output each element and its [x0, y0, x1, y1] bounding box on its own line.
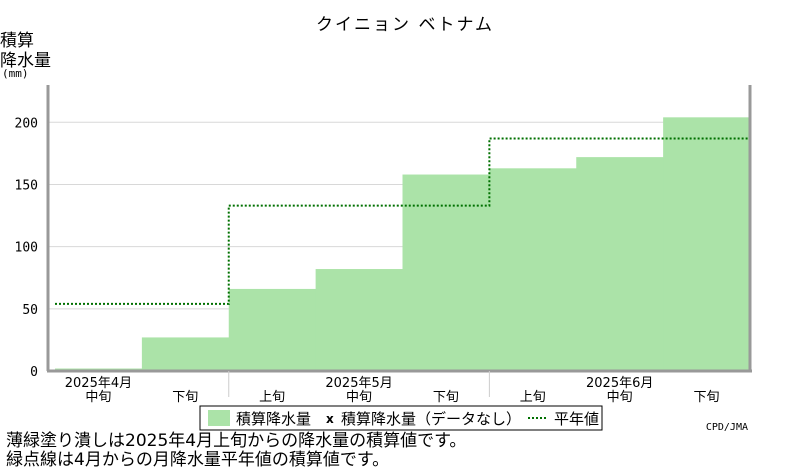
x-category-label: 上旬: [520, 390, 546, 405]
x-category-label: 中旬: [346, 390, 372, 405]
y-tick-label: 50: [22, 303, 38, 318]
x-category-label: 下旬: [172, 390, 198, 405]
credit: CPD/JMA: [706, 422, 748, 433]
axes: [46, 85, 752, 397]
month-label: 2025年4月: [65, 376, 132, 391]
legend-missing-label: 積算降水量（データなし）: [341, 410, 521, 428]
footnote-2: 緑点線は4月からの月降水量平年値の積算値です。: [6, 450, 390, 470]
y-axis-label-line2: 降水量: [0, 51, 51, 71]
accum-bar: [663, 117, 751, 371]
month-label: 2025年5月: [325, 376, 392, 391]
accum-bar: [576, 157, 664, 371]
accum-bars: [55, 117, 751, 371]
legend-accum-label: 積算降水量: [236, 410, 311, 428]
chart-title: クイニョン ベトナム: [316, 15, 494, 35]
x-category-label: 下旬: [694, 390, 720, 405]
normal-line: [55, 137, 750, 305]
legend-missing-marker: x: [326, 412, 334, 426]
legend-normal-label: 平年値: [554, 410, 599, 428]
x-category-label: 上旬: [259, 390, 285, 405]
y-tick-label: 200: [15, 116, 38, 131]
x-category-label: 中旬: [85, 390, 111, 405]
y-tick-labels: 0 50 100 150 200: [15, 116, 38, 380]
y-tick-label: 0: [30, 365, 38, 380]
x-category-label: 下旬: [433, 390, 459, 405]
y-tick-label: 150: [15, 178, 38, 193]
normal-series-line: [55, 137, 750, 305]
y-tick-label: 100: [15, 241, 38, 256]
footnote-1: 薄緑塗り潰しは2025年4月上旬からの降水量の積算値です。: [6, 431, 467, 451]
accum-bar: [141, 337, 230, 371]
y-axis-unit: (mm): [2, 67, 29, 80]
legend-box: [199, 405, 603, 431]
accum-bar: [489, 168, 577, 371]
y-axis-label-line1: 積算: [0, 31, 34, 51]
accum-bar: [402, 174, 490, 371]
month-label: 2025年6月: [586, 376, 653, 391]
x-category-label: 中旬: [607, 390, 633, 405]
accum-bar: [228, 288, 317, 371]
legend: 積算降水量 x 積算降水量（データなし） 平年値: [199, 405, 603, 431]
accum-bar: [315, 269, 403, 371]
legend-accum-swatch: [208, 410, 230, 426]
